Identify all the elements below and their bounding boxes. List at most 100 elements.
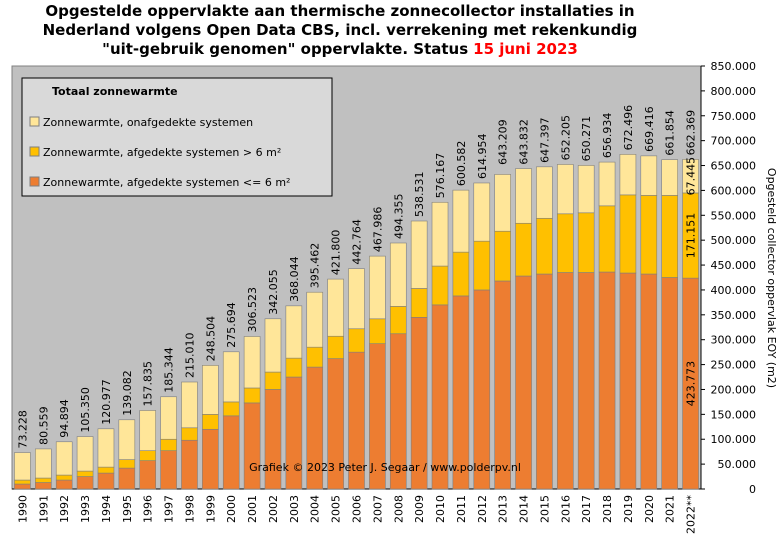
- x-tick-label: 2005: [330, 495, 343, 523]
- total-label: 368.044: [288, 256, 301, 302]
- bar-segment: [160, 396, 177, 440]
- total-label: 494.355: [392, 193, 405, 239]
- total-label: 576.167: [434, 153, 447, 199]
- bar-segment: [431, 265, 449, 306]
- y-tick-label: 250.000: [711, 359, 757, 372]
- bar-segment: [640, 195, 658, 275]
- bar-segment: [243, 402, 261, 490]
- bar-segment: [473, 240, 491, 291]
- x-tick-label: 2012: [476, 495, 489, 523]
- bar-segment: [661, 159, 678, 196]
- bar-segment: [118, 467, 136, 490]
- x-tick-label: 2011: [455, 495, 468, 523]
- bar-segment: [515, 222, 532, 277]
- bar-segment: [389, 242, 407, 307]
- bar-segment: [577, 212, 595, 273]
- x-tick-label: 1994: [100, 495, 113, 523]
- x-tick-label: 2003: [288, 495, 301, 523]
- bar-segment: [97, 472, 115, 490]
- y-tick-label: 350.000: [711, 309, 757, 322]
- bar-segment: [202, 414, 219, 430]
- total-label: 656.934: [601, 113, 614, 159]
- bar-segment: [619, 154, 637, 196]
- x-tick-label: 2022**: [685, 495, 698, 534]
- bar-segment: [369, 255, 386, 320]
- legend-swatch: [29, 146, 40, 157]
- bar-segment: [536, 217, 553, 275]
- bar-segment: [348, 328, 365, 353]
- bar-segment: [202, 365, 219, 415]
- total-label: 600.582: [455, 141, 468, 187]
- y-tick-label: 100.000: [711, 433, 757, 446]
- total-label: 395.462: [309, 243, 322, 289]
- total-label: 643.832: [518, 119, 531, 165]
- title-line: Opgestelde oppervlakte aan thermische zo…: [45, 2, 634, 20]
- bar-segment: [577, 272, 595, 490]
- x-tick-label: 2017: [580, 495, 593, 523]
- bar-segment: [139, 450, 157, 461]
- x-tick-label: 2008: [392, 495, 405, 523]
- bar-segment: [181, 439, 198, 490]
- bar-segment: [619, 194, 637, 274]
- y-tick-label: 0: [749, 483, 756, 496]
- x-tick-label: 1991: [37, 495, 50, 523]
- legend-swatch: [29, 116, 40, 127]
- total-label: 80.559: [37, 406, 50, 445]
- x-tick-label: 2020: [643, 495, 656, 523]
- bar-segment: [598, 161, 616, 207]
- bar-segment: [285, 305, 303, 359]
- bar-segment: [222, 415, 240, 490]
- total-label: 306.523: [246, 287, 259, 333]
- x-tick-label: 2009: [413, 495, 426, 523]
- bar-segment: [14, 479, 31, 485]
- bar-segment: [139, 410, 157, 451]
- bar-segment: [661, 277, 678, 490]
- total-label: 672.496: [622, 105, 635, 151]
- x-tick-label: 1993: [79, 495, 92, 523]
- bar-segment: [410, 220, 428, 289]
- total-label: 650.271: [580, 116, 593, 162]
- y-tick-label: 450.000: [711, 259, 757, 272]
- bar-segment: [264, 389, 282, 490]
- bar-segment: [76, 436, 94, 472]
- bar-segment: [410, 288, 428, 318]
- total-label: 538.531: [413, 172, 426, 218]
- x-tick-label: 2007: [371, 495, 384, 523]
- x-tick-label: 2014: [518, 495, 531, 523]
- bar-segment: [306, 346, 324, 368]
- x-tick-label: 1997: [163, 495, 176, 523]
- total-label: 215.010: [183, 333, 196, 379]
- bar-segment: [327, 278, 344, 337]
- x-tick-label: 1998: [183, 495, 196, 523]
- total-label: 73.228: [16, 410, 29, 449]
- bar-segment: [160, 450, 177, 490]
- total-label: 275.694: [225, 302, 238, 348]
- bar-segment: [35, 482, 52, 490]
- y-tick-label: 50.000: [718, 458, 757, 471]
- x-tick-label: 2002: [267, 495, 280, 523]
- y-tick-label: 800.000: [711, 85, 757, 98]
- bar-segment: [243, 387, 261, 404]
- legend-label: Zonnewarmte, afgedekte systemen > 6 m²: [43, 146, 281, 159]
- bar-segment: [473, 182, 491, 242]
- bar-segment: [76, 476, 94, 490]
- x-tick-label: 2000: [225, 495, 238, 523]
- bar-segment: [598, 271, 616, 490]
- total-label: 442.764: [351, 219, 364, 265]
- bar-segment: [181, 427, 198, 441]
- bar-segment: [76, 470, 94, 477]
- bar-segment: [35, 448, 52, 479]
- bar-segment: [55, 479, 73, 490]
- y-tick-label: 200.000: [711, 383, 757, 396]
- annotation: Grafiek © 2023 Peter J. Segaar / www.pol…: [249, 461, 521, 474]
- x-tick-label: 2010: [434, 495, 447, 523]
- x-tick-label: 1999: [204, 495, 217, 523]
- total-label: 421.800: [330, 230, 343, 276]
- x-tick-label: 1995: [121, 495, 134, 523]
- bar-segment: [264, 318, 282, 373]
- bar-segment: [494, 174, 511, 232]
- bar-segment: [682, 159, 699, 194]
- y-tick-label: 650.000: [711, 160, 757, 173]
- bar-segment: [264, 371, 282, 390]
- bar-segment: [35, 477, 52, 483]
